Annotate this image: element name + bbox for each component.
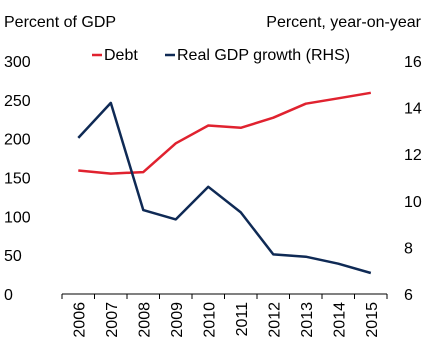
x-tick-label: 2012 [266,302,283,338]
left-tick-label: 250 [4,93,31,110]
left-tick-label: 200 [4,132,31,149]
x-tick-label: 2006 [71,302,88,338]
left-tick-label: 100 [4,209,31,226]
series [77,91,372,275]
right-tick-label: 6 [404,287,413,304]
left-tick-label: 150 [4,171,31,188]
gdp-growth-series-line [77,101,372,275]
left-tick-label: 300 [4,54,31,71]
right-tick-label: 14 [404,101,422,118]
x-tick-label: 2015 [364,302,381,338]
right-tick-label: 12 [404,147,422,164]
x-tick-label: 2013 [299,302,316,338]
legend-label: Real GDP growth (RHS) [177,47,350,64]
right-tick-label: 8 [404,240,413,257]
x-tick-label: 2011 [234,302,251,337]
left-tick-label: 50 [4,248,22,265]
x-tick-label: 2007 [104,302,121,338]
right-axis-title: Percent, year-on-year [266,14,421,31]
left-axis-title: Percent of GDP [4,14,116,31]
legend: Debt Real GDP growth (RHS) [92,47,350,64]
debt-series-line [78,91,372,175]
x-tick-label: 2009 [169,302,186,338]
x-tick-label: 2008 [136,302,153,338]
right-tick-label: 16 [404,54,422,71]
x-tick-label: 2010 [201,302,218,338]
legend-label: Debt [104,47,138,64]
left-tick-label: 0 [4,287,13,304]
x-tick-label: 2014 [331,302,348,338]
left-axis-ticks: 0 50 100 150 200 250 300 [4,54,31,304]
right-axis-ticks: 6 8 10 12 14 16 [404,54,422,304]
right-tick-label: 10 [404,194,422,211]
x-axis: 2006 2007 2008 2009 2010 2011 2012 2013 2014 2015 [61,293,388,338]
